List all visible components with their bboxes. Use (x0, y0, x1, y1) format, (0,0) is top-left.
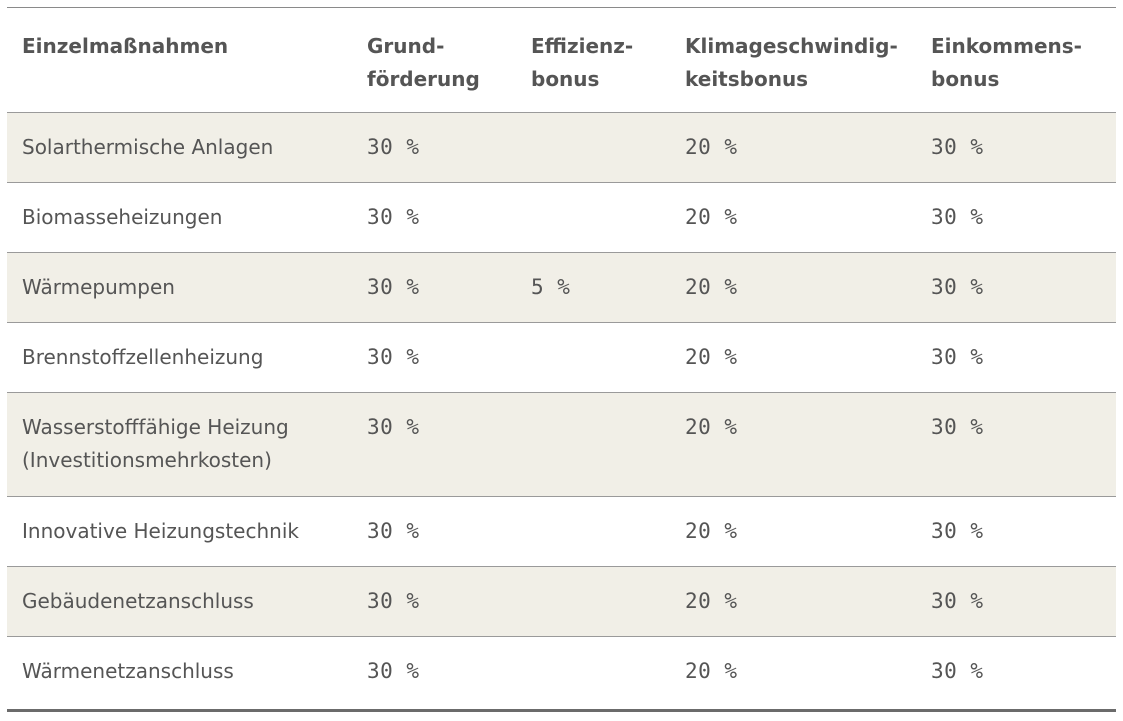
measure-name: Brennstoffzellenheizung (7, 323, 352, 393)
header-einkommensbonus: Einkommens- bonus (916, 8, 1116, 113)
table-row: Solarthermische Anlagen 30 % 20 % 30 % (7, 112, 1116, 183)
grundfoerderung-value: 30 % (367, 519, 420, 543)
einkommensbonus-value: 30 % (931, 345, 984, 369)
header-line: Einzelmaßnahmen (22, 34, 229, 58)
klimabonus-value: 20 % (685, 345, 738, 369)
header-line: Grund- (367, 34, 445, 58)
einkommensbonus-value: 30 % (931, 659, 984, 683)
table-row: Wärmepumpen 30 % 5 % 20 % 30 % (7, 252, 1116, 323)
measure-name-line: Wärmepumpen (22, 275, 175, 299)
funding-table-wrapper: Einzelmaßnahmen Grund- förderung Effizie… (7, 7, 1116, 707)
grundfoerderung-value: 30 % (367, 589, 420, 613)
einkommensbonus-value: 30 % (931, 519, 984, 543)
header-line: förderung (367, 67, 480, 91)
effizienzbonus-value (516, 113, 670, 183)
grundfoerderung-value: 30 % (367, 415, 420, 439)
measure-name-line: Brennstoffzellenheizung (22, 345, 264, 369)
klimabonus-value: 20 % (685, 519, 738, 543)
effizienzbonus-value (516, 323, 670, 393)
measure-name-line: Solarthermische Anlagen (22, 135, 274, 159)
grundfoerderung-value: 30 % (367, 205, 420, 229)
einkommensbonus-value: 30 % (931, 415, 984, 439)
grundfoerderung-value: 30 % (367, 659, 420, 683)
measure-name-line: (Investitionsmehrkosten) (22, 448, 272, 472)
einkommensbonus-value: 30 % (931, 275, 984, 299)
effizienzbonus-value: 5 % (531, 275, 571, 299)
klimabonus-value: 20 % (685, 415, 738, 439)
table-row: Wasserstofffähige Heizung (Investitionsm… (7, 392, 1116, 497)
einkommensbonus-value: 30 % (931, 589, 984, 613)
klimabonus-value: 20 % (685, 659, 738, 683)
measure-name-line: Biomasseheizungen (22, 205, 223, 229)
measure-name-line: Wasserstofffähige Heizung (22, 415, 289, 439)
klimabonus-value: 20 % (685, 589, 738, 613)
klimabonus-value: 20 % (685, 205, 738, 229)
table-row: Wärmenetzanschluss 30 % 20 % 30 % (7, 636, 1116, 707)
header-line: bonus (531, 67, 600, 91)
measure-name: Wasserstofffähige Heizung (Investitionsm… (7, 393, 352, 497)
header-line: keitsbonus (685, 67, 809, 91)
measure-name: Innovative Heizungstechnik (7, 497, 352, 567)
effizienzbonus-value (516, 393, 670, 497)
measure-name: Biomasseheizungen (7, 183, 352, 253)
measure-name: Wärmenetzanschluss (7, 637, 352, 707)
einkommensbonus-value: 30 % (931, 135, 984, 159)
table-header-row: Einzelmaßnahmen Grund- förderung Effizie… (7, 7, 1116, 113)
effizienzbonus-value (516, 183, 670, 253)
klimabonus-value: 20 % (685, 135, 738, 159)
table-row: Innovative Heizungstechnik 30 % 20 % 30 … (7, 496, 1116, 567)
grundfoerderung-value: 30 % (367, 135, 420, 159)
table-row: Biomasseheizungen 30 % 20 % 30 % (7, 182, 1116, 253)
header-line: Klimageschwindig- (685, 34, 898, 58)
header-grundfoerderung: Grund- förderung (352, 8, 516, 113)
klimabonus-value: 20 % (685, 275, 738, 299)
einkommensbonus-value: 30 % (931, 205, 984, 229)
effizienzbonus-value (516, 637, 670, 707)
effizienzbonus-value (516, 567, 670, 637)
grundfoerderung-value: 30 % (367, 345, 420, 369)
funding-table: Einzelmaßnahmen Grund- förderung Effizie… (7, 7, 1116, 707)
measure-name: Gebäudenetzanschluss (7, 567, 352, 637)
header-einzelmassnahmen: Einzelmaßnahmen (7, 8, 352, 113)
measure-name-line: Gebäudenetzanschluss (22, 589, 254, 613)
header-effizienzbonus: Effizienz- bonus (516, 8, 670, 113)
header-klimageschwindigkeitsbonus: Klimageschwindig- keitsbonus (670, 8, 916, 113)
measure-name: Solarthermische Anlagen (7, 113, 352, 183)
table-row: Gebäudenetzanschluss 30 % 20 % 30 % (7, 566, 1116, 637)
table-bottom-rule (7, 709, 1116, 712)
measure-name: Wärmepumpen (7, 253, 352, 323)
measure-name-line: Wärmenetzanschluss (22, 659, 234, 683)
header-line: Einkommens- (931, 34, 1082, 58)
grundfoerderung-value: 30 % (367, 275, 420, 299)
header-line: Effizienz- (531, 34, 634, 58)
effizienzbonus-value (516, 497, 670, 567)
measure-name-line: Innovative Heizungstechnik (22, 519, 299, 543)
header-line: bonus (931, 67, 1000, 91)
table-row: Brennstoffzellenheizung 30 % 20 % 30 % (7, 322, 1116, 393)
